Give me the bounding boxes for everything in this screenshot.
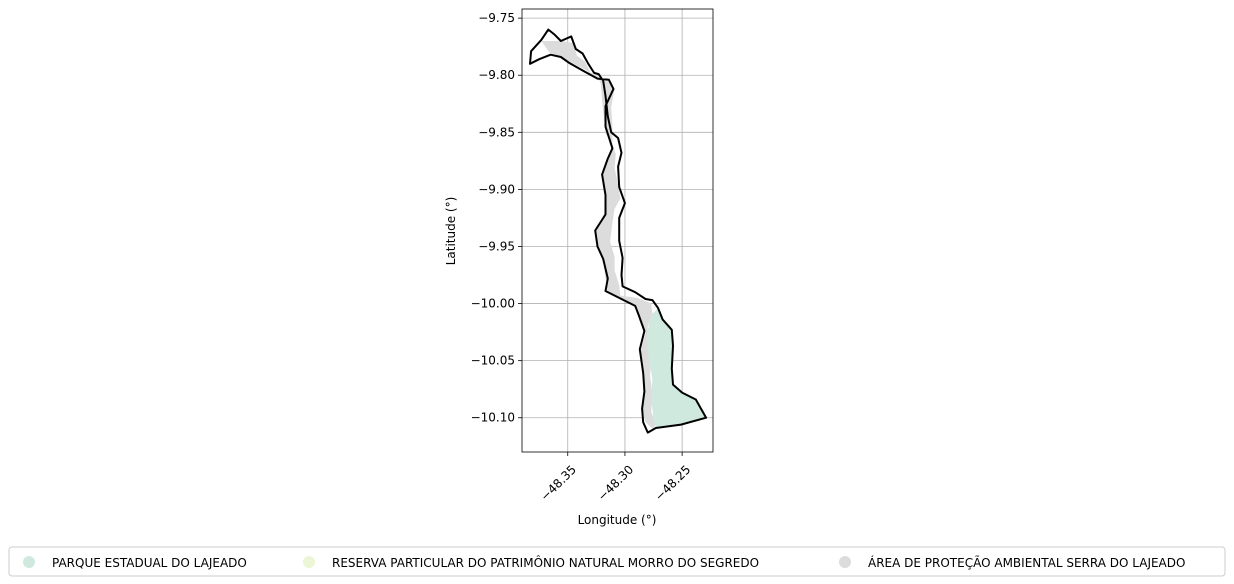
y-tick-label: −9.90 <box>478 182 515 196</box>
x-axis-title: Longitude (°) <box>578 513 657 527</box>
y-axis-title: Latitude (°) <box>444 197 458 266</box>
legend-label: RESERVA PARTICULAR DO PATRIMÔNIO NATURAL… <box>332 555 759 570</box>
legend-label: PARQUE ESTADUAL DO LAJEADO <box>52 556 247 570</box>
y-tick-label: −9.80 <box>478 68 515 82</box>
map-outline-group <box>529 28 708 434</box>
y-axis-ticks: −9.75 −9.80 −9.85 −9.90 −9.95 −10.00 −10.05 −10… <box>471 11 522 425</box>
x-axis-ticks: −48.35 −48.30 −48.25 <box>538 452 693 504</box>
x-tick-label: −48.30 <box>595 462 636 503</box>
y-tick-label: −10.05 <box>471 354 515 368</box>
legend-marker <box>23 556 35 568</box>
legend-marker <box>303 556 315 568</box>
legend-marker <box>839 556 851 568</box>
y-tick-label: −10.10 <box>471 411 515 425</box>
map-outline <box>529 28 708 434</box>
y-tick-label: −9.75 <box>478 11 515 25</box>
y-tick-label: −9.85 <box>478 125 515 139</box>
y-tick-label: −10.00 <box>471 297 515 311</box>
plot-frame <box>521 8 714 453</box>
x-tick-label: −48.35 <box>538 462 579 503</box>
legend-label: ÁREA DE PROTEÇÃO AMBIENTAL SERRA DO LAJE… <box>868 555 1185 570</box>
legend-frame <box>8 546 1226 577</box>
map-region-0 <box>541 41 656 430</box>
legend: PARQUE ESTADUAL DO LAJEADO RESERVA PARTIC… <box>8 546 1226 577</box>
x-tick-label: −48.25 <box>652 462 693 503</box>
plot-area <box>522 9 713 452</box>
y-tick-label: −9.95 <box>478 239 515 253</box>
